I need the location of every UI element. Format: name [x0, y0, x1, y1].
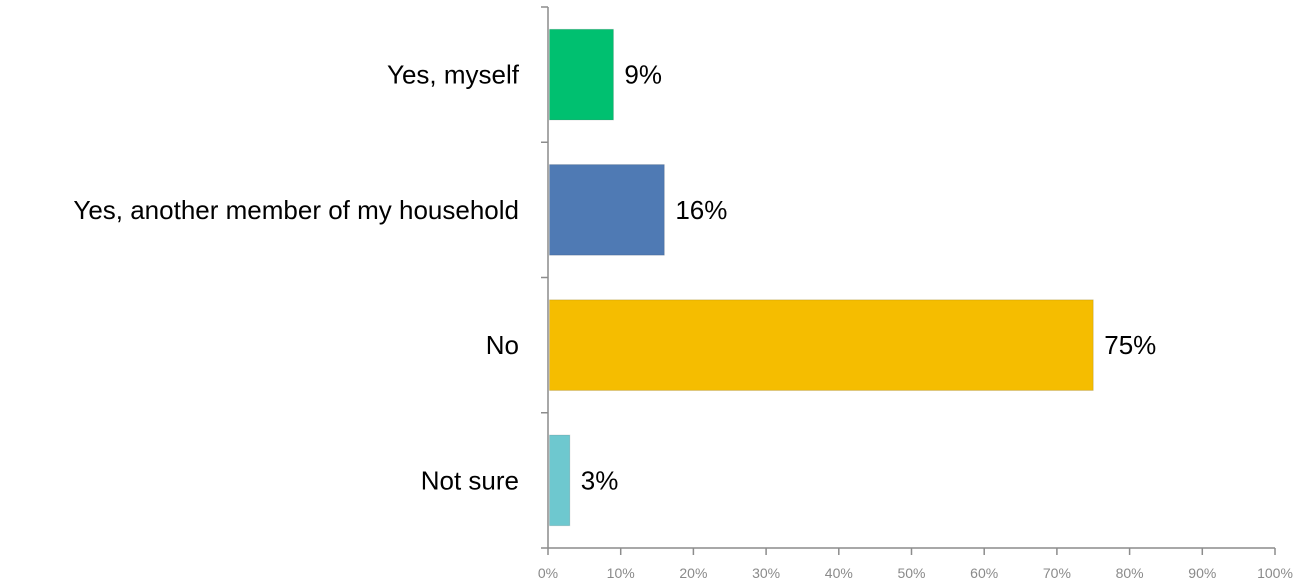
bar-yes-myself	[549, 28, 614, 121]
data-label-no: 75%	[1104, 330, 1156, 360]
x-tick-label-100: 100%	[1257, 565, 1293, 581]
data-label-not-sure: 3%	[581, 465, 619, 495]
data-label-yes-another-member-of-my-household: 16%	[675, 195, 727, 225]
x-tick-label-50: 50%	[897, 565, 925, 581]
bar-no	[549, 299, 1094, 391]
category-label-yes-another-member-of-my-household: Yes, another member of my household	[73, 195, 519, 225]
axes-layer	[541, 6, 1276, 555]
x-tick-label-70: 70%	[1043, 565, 1071, 581]
x-tick-label-20: 20%	[679, 565, 707, 581]
category-label-not-sure: Not sure	[421, 465, 519, 495]
x-tick-label-30: 30%	[752, 565, 780, 581]
category-label-no: No	[486, 330, 519, 360]
bar-not-sure	[549, 434, 571, 527]
x-tick-label-0: 0%	[538, 565, 558, 581]
x-tick-label-40: 40%	[825, 565, 853, 581]
x-tick-label-60: 60%	[970, 565, 998, 581]
labels-layer: Yes, myself 9% Yes, another member of my h…	[73, 60, 1293, 581]
bars-layer	[549, 28, 1094, 527]
x-tick-label-10: 10%	[607, 565, 635, 581]
x-tick-label-80: 80%	[1116, 565, 1144, 581]
x-tick-label-90: 90%	[1188, 565, 1216, 581]
data-label-yes-myself: 9%	[624, 60, 662, 90]
category-label-yes-myself: Yes, myself	[387, 60, 520, 90]
bar-yes-another-member-of-my-household	[549, 164, 665, 256]
